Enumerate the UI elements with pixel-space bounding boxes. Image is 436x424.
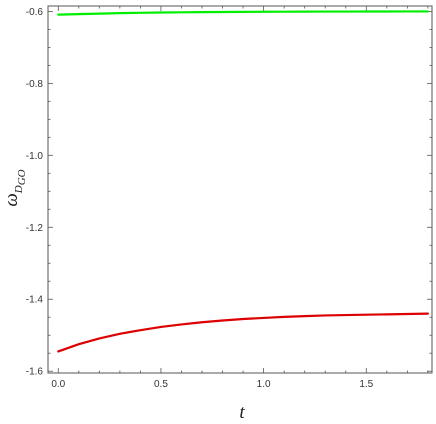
x-tick-label: 1.0: [257, 379, 271, 390]
y-tick-label: -0.6: [26, 7, 44, 18]
series-line-1: [57, 10, 429, 16]
y-tick-label: -1.2: [26, 223, 44, 234]
y-tick-label: -1.4: [26, 295, 44, 306]
x-tick-label: 0.0: [51, 379, 65, 390]
y-tick-label: -0.8: [26, 79, 44, 90]
svg-text:ωDGO: ωDGO: [1, 169, 28, 206]
y-axis-label: ωDGO: [1, 169, 28, 206]
data-series: [57, 10, 429, 353]
series-line-2: [57, 312, 429, 353]
y-tick-label: -1.0: [26, 151, 44, 162]
y-axis-label-subsubscript: GO: [16, 169, 28, 185]
y-tick-label: -1.6: [26, 367, 44, 378]
axis-ticks: 0.0 0.5 1.0 1.5 -0.6 -0.8 -1.0 -1.2 -1.4 -1.6: [26, 6, 432, 390]
x-axis-label: t: [239, 402, 245, 423]
x-tick-label: 1.5: [359, 379, 373, 390]
plot-frame: [47, 5, 433, 374]
y-axis-label-subscript: D: [13, 185, 25, 194]
x-tick-label: 0.5: [154, 379, 168, 390]
y-axis-label-main: ω: [1, 193, 22, 206]
